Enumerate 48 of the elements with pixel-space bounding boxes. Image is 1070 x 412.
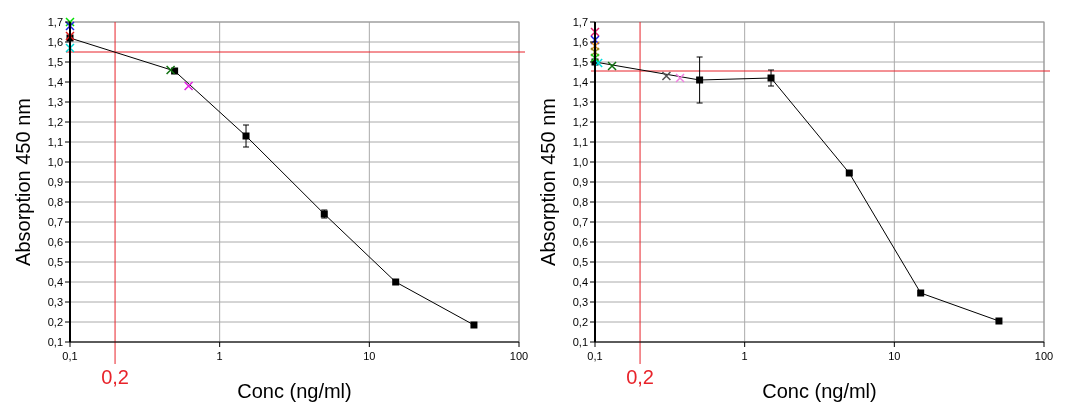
y-tick-label: 1,7 [47,16,63,28]
y-axis-title: Absorption 450 nm [12,98,34,266]
x-axis-title: Conc (ng/ml) [237,380,352,402]
y-tick-label: 1,1 [572,136,588,148]
y-tick-label: 1,6 [47,36,63,48]
y-tick-label: 0,4 [47,276,63,288]
y-tick-label: 0,8 [572,196,588,208]
y-tick-label: 1,3 [572,96,588,108]
y-tick-label: 0,2 [47,316,63,328]
y-tick-label: 0,9 [47,176,63,188]
y-tick-label: 0,8 [47,196,63,208]
x-axis-title: Conc (ng/ml) [762,380,877,402]
y-tick-label: 1,7 [572,16,588,28]
x-tick-label: 10 [363,350,376,362]
y-tick-label: 0,3 [572,296,588,308]
y-tick-label: 0,4 [572,276,588,288]
y-tick-label: 1,5 [572,56,588,68]
y-tick-label: 0,5 [572,256,588,268]
y-tick-label: 1,5 [47,56,63,68]
y-tick-label: 1,2 [572,116,588,128]
y-tick-label: 1,6 [572,36,588,48]
y-tick-label: 0,5 [47,256,63,268]
y-tick-label: 0,3 [47,296,63,308]
x-tick-label: 100 [509,350,529,362]
y-tick-label: 1,3 [47,96,63,108]
x-tick-label: 1 [741,350,748,362]
x-tick-label: 0,1 [587,350,603,362]
ref-line-label: 0,2 [626,366,654,388]
y-tick-label: 0,7 [572,216,588,228]
y-tick-label: 0,2 [572,316,588,328]
x-tick-label: 0,1 [62,350,78,362]
y-tick-label: 1,0 [47,156,63,168]
y-tick-label: 0,6 [47,236,63,248]
y-tick-label: 0,7 [47,216,63,228]
y-tick-label: 0,9 [572,176,588,188]
y-axis-title: Absorption 450 nm [537,98,559,266]
y-tick-label: 0,6 [572,236,588,248]
y-tick-label: 1,4 [47,76,63,88]
y-tick-label: 0,1 [47,336,63,348]
y-tick-label: 1,1 [47,136,63,148]
x-tick-label: 10 [888,350,901,362]
y-tick-label: 1,0 [572,156,588,168]
ref-line-label: 0,2 [101,366,129,388]
y-tick-label: 0,1 [572,336,588,348]
x-tick-label: 100 [1034,350,1054,362]
x-tick-label: 1 [216,350,223,362]
y-tick-label: 1,2 [47,116,63,128]
y-tick-label: 1,4 [572,76,588,88]
